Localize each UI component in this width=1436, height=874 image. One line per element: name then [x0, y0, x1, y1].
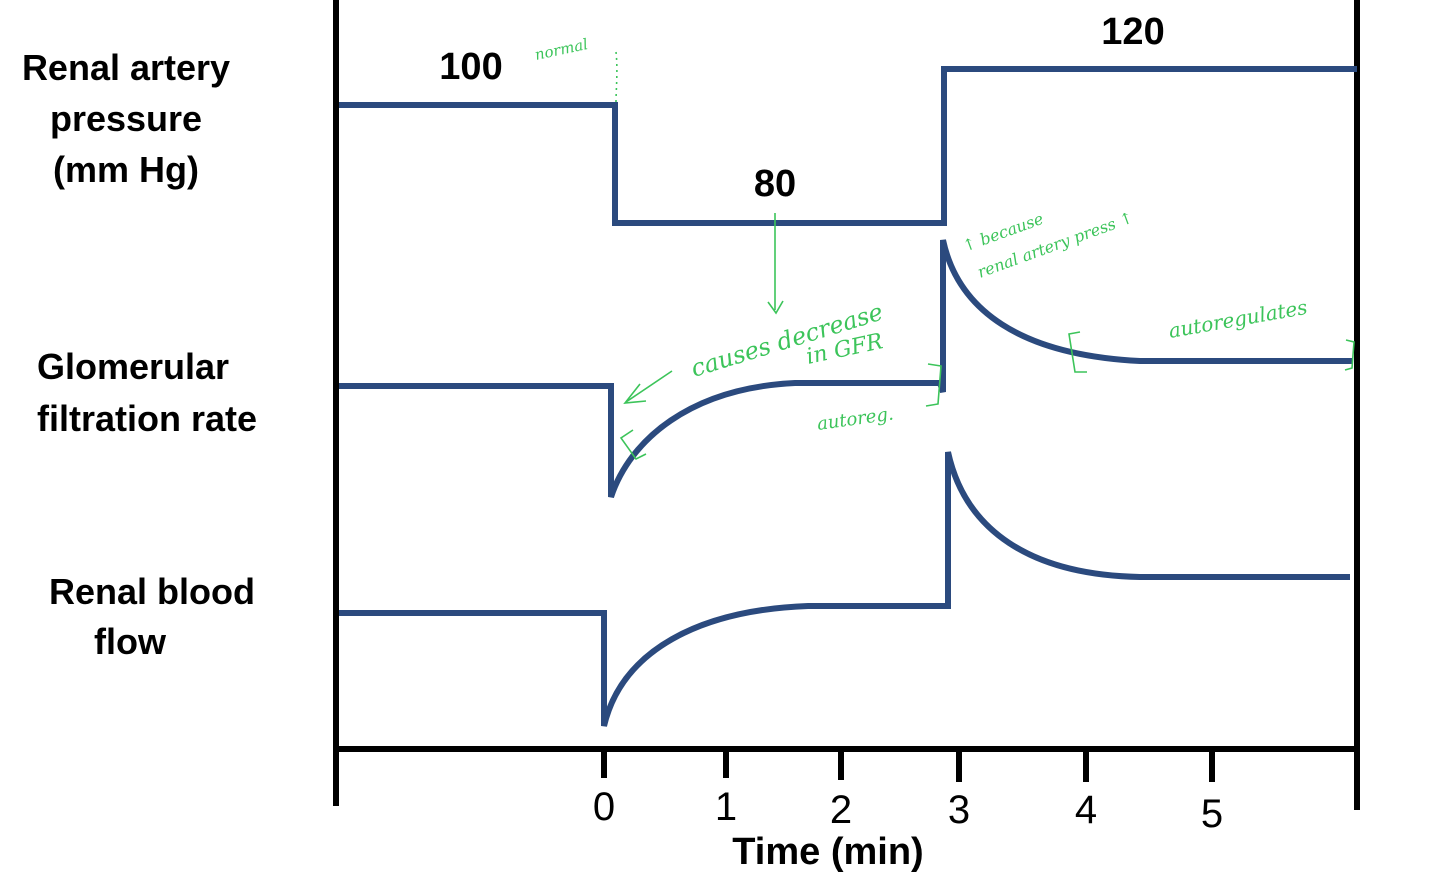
annotation-autoreg-short: autoreg. — [816, 403, 895, 434]
annotation-down-arrow — [767, 213, 784, 315]
pressure-label-line3: (mm Hg) — [53, 149, 199, 190]
annotation-bracket-right — [1344, 339, 1355, 371]
annotation-bracket-left — [1068, 331, 1087, 373]
annotation-left-arrow — [623, 370, 673, 404]
tick-label-2: 2 — [830, 788, 852, 832]
annotation-autoregulates: autoregulates — [1167, 295, 1309, 343]
pressure-value-80: 80 — [754, 163, 796, 205]
rbf-row-label: Renal blood flow — [49, 571, 255, 662]
renal-blood-flow-trace — [339, 451, 1350, 727]
tick-label-4: 4 — [1075, 788, 1097, 832]
annotation-normal-dotted-line — [615, 51, 618, 103]
annotation-because-line2: renal artery press ↑ — [975, 208, 1136, 282]
rbf-label-line2: flow — [94, 621, 167, 662]
pressure-value-120: 120 — [1101, 11, 1164, 53]
pressure-label-line2: pressure — [50, 98, 202, 139]
tick-label-3: 3 — [948, 788, 970, 832]
rbf-label-line1: Renal blood — [49, 571, 255, 612]
time-axis-ticks — [601, 752, 1215, 782]
pressure-value-100: 100 — [439, 46, 502, 88]
time-axis-title: Time (min) — [732, 831, 923, 873]
tick-label-0: 0 — [593, 785, 615, 829]
gfr-trace — [339, 239, 1352, 498]
renal-artery-pressure-trace — [339, 66, 1357, 226]
annotation-normal: normal — [533, 35, 590, 64]
tick-label-5: 5 — [1201, 792, 1223, 836]
time-axis-tick-labels: 0 1 2 3 4 5 — [593, 785, 1223, 836]
pressure-row-label: Renal artery pressure (mm Hg) — [22, 47, 230, 190]
annotation-bracket-autoreg — [925, 363, 942, 407]
pressure-label-line1: Renal artery — [22, 47, 230, 88]
tick-label-1: 1 — [715, 785, 737, 829]
annotation-bracket-gfr-dip — [619, 429, 647, 461]
gfr-row-label: Glomerular filtration rate — [37, 346, 257, 439]
gfr-label-line2: filtration rate — [37, 398, 257, 439]
gfr-label-line1: Glomerular — [37, 346, 229, 387]
